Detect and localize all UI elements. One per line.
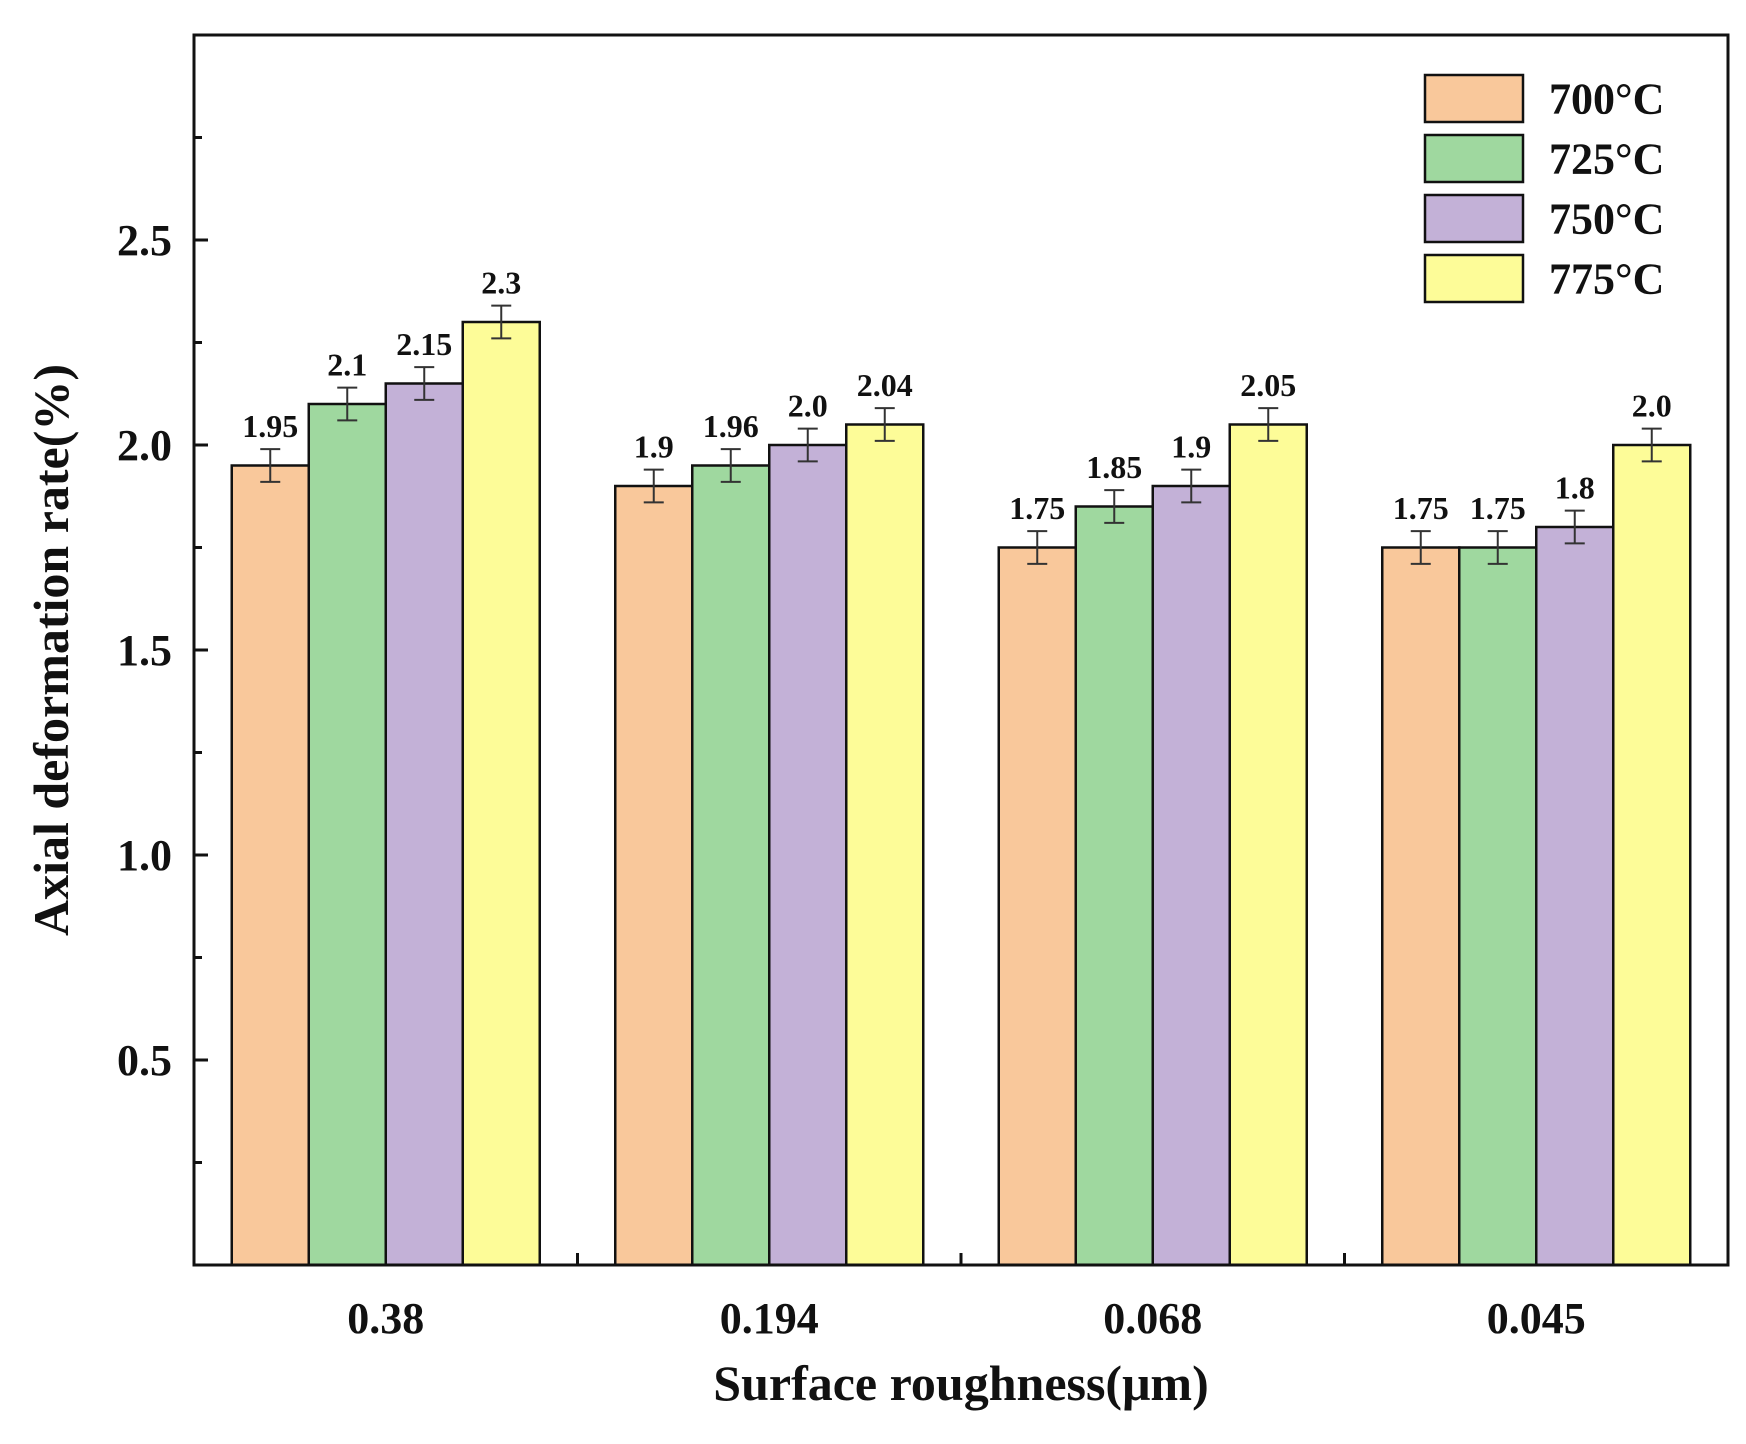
bar <box>1381 546 1461 1267</box>
legend-label: 775°C <box>1549 255 1664 304</box>
bars-layer <box>230 320 1692 1267</box>
bar <box>307 402 387 1267</box>
bar <box>997 546 1077 1267</box>
bar-value-label: 2.3 <box>481 265 521 301</box>
bar-value-label: 2.1 <box>327 347 367 383</box>
x-tick-label: 0.194 <box>720 1294 819 1343</box>
bar <box>845 423 925 1267</box>
bar <box>691 464 771 1267</box>
bar <box>1074 505 1154 1267</box>
bar-value-label: 2.0 <box>788 388 828 424</box>
legend-swatch <box>1423 73 1525 124</box>
legend-label: 725°C <box>1549 135 1664 184</box>
bar <box>768 443 848 1267</box>
bar-value-label: 1.75 <box>1470 490 1526 526</box>
bar-value-label: 2.04 <box>857 367 913 403</box>
x-tick-label: 0.38 <box>347 1294 424 1343</box>
error-bars-layer <box>260 304 1662 565</box>
bar-value-label: 1.96 <box>703 408 759 444</box>
bar-value-label: 1.85 <box>1086 449 1142 485</box>
bar <box>614 484 694 1267</box>
bar-value-labels: 1.95 2.1 2.15 2.3 1.9 1.96 2.0 2.04 1.75 1.85 1.9 2… <box>242 265 1672 526</box>
bar-value-label: 2.15 <box>396 326 452 362</box>
bar <box>1228 423 1308 1267</box>
bar <box>1458 546 1538 1267</box>
legend-label: 750°C <box>1549 195 1664 244</box>
y-tick-label: 1.0 <box>117 831 172 880</box>
x-tick-label: 0.068 <box>1103 1294 1202 1343</box>
bar-value-label: 2.0 <box>1632 388 1672 424</box>
x-axis-title: Surface roughness(μm) <box>713 1355 1208 1411</box>
bar-value-label: 1.9 <box>634 429 674 465</box>
bar <box>384 382 464 1267</box>
bar <box>1535 525 1615 1267</box>
x-tick-label: 0.045 <box>1487 1294 1586 1343</box>
bar <box>461 320 541 1267</box>
x-axis-ticks: 0.38 0.194 0.068 0.045 <box>347 1253 1586 1343</box>
bar <box>1612 443 1692 1267</box>
y-tick-label: 2.0 <box>117 421 172 470</box>
y-tick-label: 1.5 <box>117 626 172 675</box>
legend-swatch <box>1423 193 1525 244</box>
y-axis-title: Axial deformation rate(%) <box>23 364 79 936</box>
bar-value-label: 1.9 <box>1171 429 1211 465</box>
legend: 700°C 725°C 750°C 775°C <box>1423 73 1664 304</box>
y-axis-ticks: 0.5 1.0 1.5 2.0 2.5 <box>117 136 208 1164</box>
legend-swatch <box>1423 253 1525 304</box>
bar-value-label: 1.8 <box>1555 470 1595 506</box>
legend-label: 700°C <box>1549 75 1664 124</box>
bar <box>1151 484 1231 1267</box>
bar-value-label: 1.95 <box>242 408 298 444</box>
y-tick-label: 2.5 <box>117 216 172 265</box>
y-tick-label: 0.5 <box>117 1036 172 1085</box>
legend-swatch <box>1423 133 1525 184</box>
bar-value-label: 1.75 <box>1393 490 1449 526</box>
bar <box>230 464 310 1267</box>
bar-value-label: 1.75 <box>1009 490 1065 526</box>
bar-value-label: 2.05 <box>1240 367 1296 403</box>
